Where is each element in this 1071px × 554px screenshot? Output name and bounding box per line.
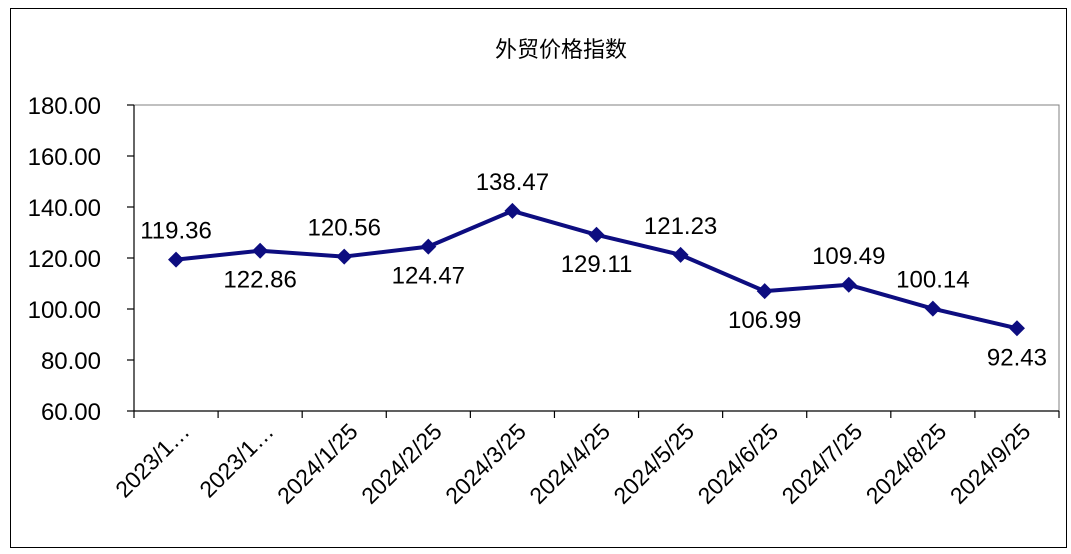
y-tick-label: 100.00 xyxy=(28,297,101,324)
x-tick-label: 2023/1… xyxy=(110,418,194,502)
x-tick-label: 2024/6/25 xyxy=(692,418,783,509)
data-labels: 119.36 122.86 120.56 124.47 138.47 129.11 121.… xyxy=(140,169,1047,371)
y-tick-label: 80.00 xyxy=(41,348,101,375)
y-axis-ticks: 60.00 80.00 100.00 120.00 140.00 160.00 180.00 xyxy=(28,93,134,426)
chart-title: 外贸价格指数 xyxy=(495,38,627,63)
y-tick-label: 120.00 xyxy=(28,246,101,273)
x-tick-label: 2024/5/25 xyxy=(608,418,699,509)
data-label: 124.47 xyxy=(392,263,465,290)
data-point-marker xyxy=(1008,320,1025,337)
data-label: 122.86 xyxy=(223,267,296,294)
x-tick-label: 2024/4/25 xyxy=(524,418,615,509)
x-tick-label: 2024/8/25 xyxy=(861,418,952,509)
data-label: 109.49 xyxy=(812,243,885,270)
y-tick-label: 180.00 xyxy=(28,93,101,120)
x-tick-label: 2024/2/25 xyxy=(356,418,447,509)
y-tick-label: 60.00 xyxy=(41,399,101,426)
data-label: 121.23 xyxy=(644,213,717,240)
y-tick-label: 160.00 xyxy=(28,144,101,171)
data-point-marker xyxy=(924,300,941,317)
data-label: 120.56 xyxy=(308,215,381,242)
x-tick-label: 2024/3/25 xyxy=(440,418,531,509)
data-point-marker xyxy=(588,226,605,243)
data-label: 100.14 xyxy=(896,267,969,294)
data-point-marker xyxy=(504,202,521,219)
data-point-marker xyxy=(168,251,185,268)
data-label: 129.11 xyxy=(561,251,633,278)
data-label: 119.36 xyxy=(140,218,212,245)
data-point-marker xyxy=(840,276,857,293)
data-point-marker xyxy=(756,283,773,300)
data-point-marker xyxy=(252,242,269,259)
x-tick-label: 2024/1/25 xyxy=(272,418,363,509)
x-tick-label: 2024/7/25 xyxy=(777,418,868,509)
data-label: 92.43 xyxy=(987,344,1047,371)
data-point-marker xyxy=(336,248,353,265)
data-point-marker xyxy=(420,238,437,255)
data-label: 106.99 xyxy=(728,307,801,334)
x-axis-ticks: 2023/1… 2023/1…2024/1/252024/2/252024/3/2… xyxy=(110,411,1060,509)
series-line-group xyxy=(168,202,1025,337)
data-point-marker xyxy=(672,246,689,263)
data-label: 138.47 xyxy=(476,169,549,196)
x-tick-label: 2024/9/25 xyxy=(945,418,1036,509)
y-tick-label: 140.00 xyxy=(28,195,101,222)
chart-frame xyxy=(10,8,1067,548)
x-tick-label: 2023/1… xyxy=(194,418,278,502)
